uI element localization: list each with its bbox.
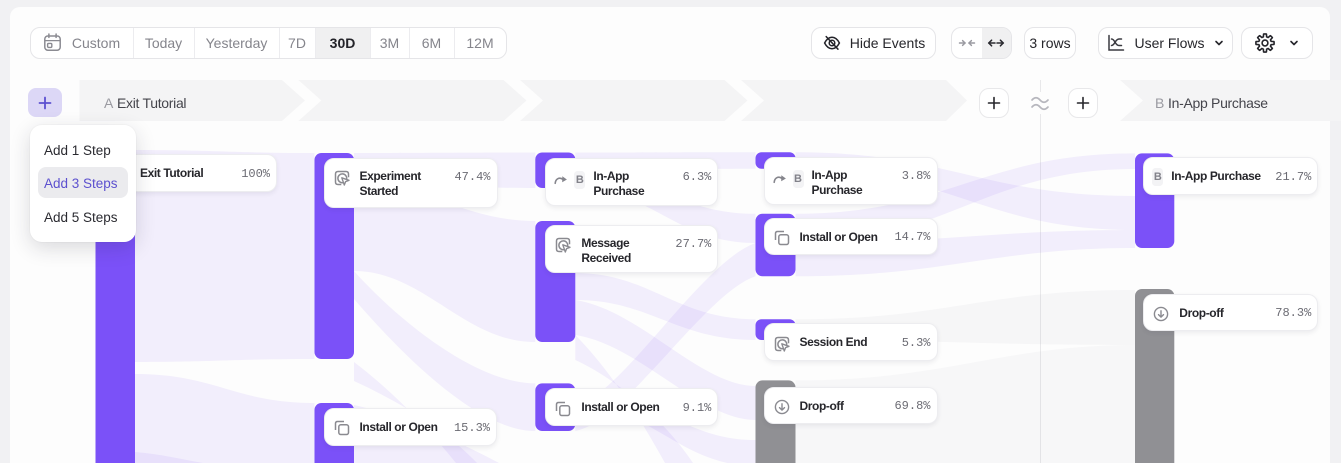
svg-text:In-App Purchase: In-App Purchase [1168,95,1268,111]
svg-text:Exit Tutorial: Exit Tutorial [117,95,186,111]
svg-text:A: A [104,95,114,111]
svg-text:B: B [1155,95,1164,111]
